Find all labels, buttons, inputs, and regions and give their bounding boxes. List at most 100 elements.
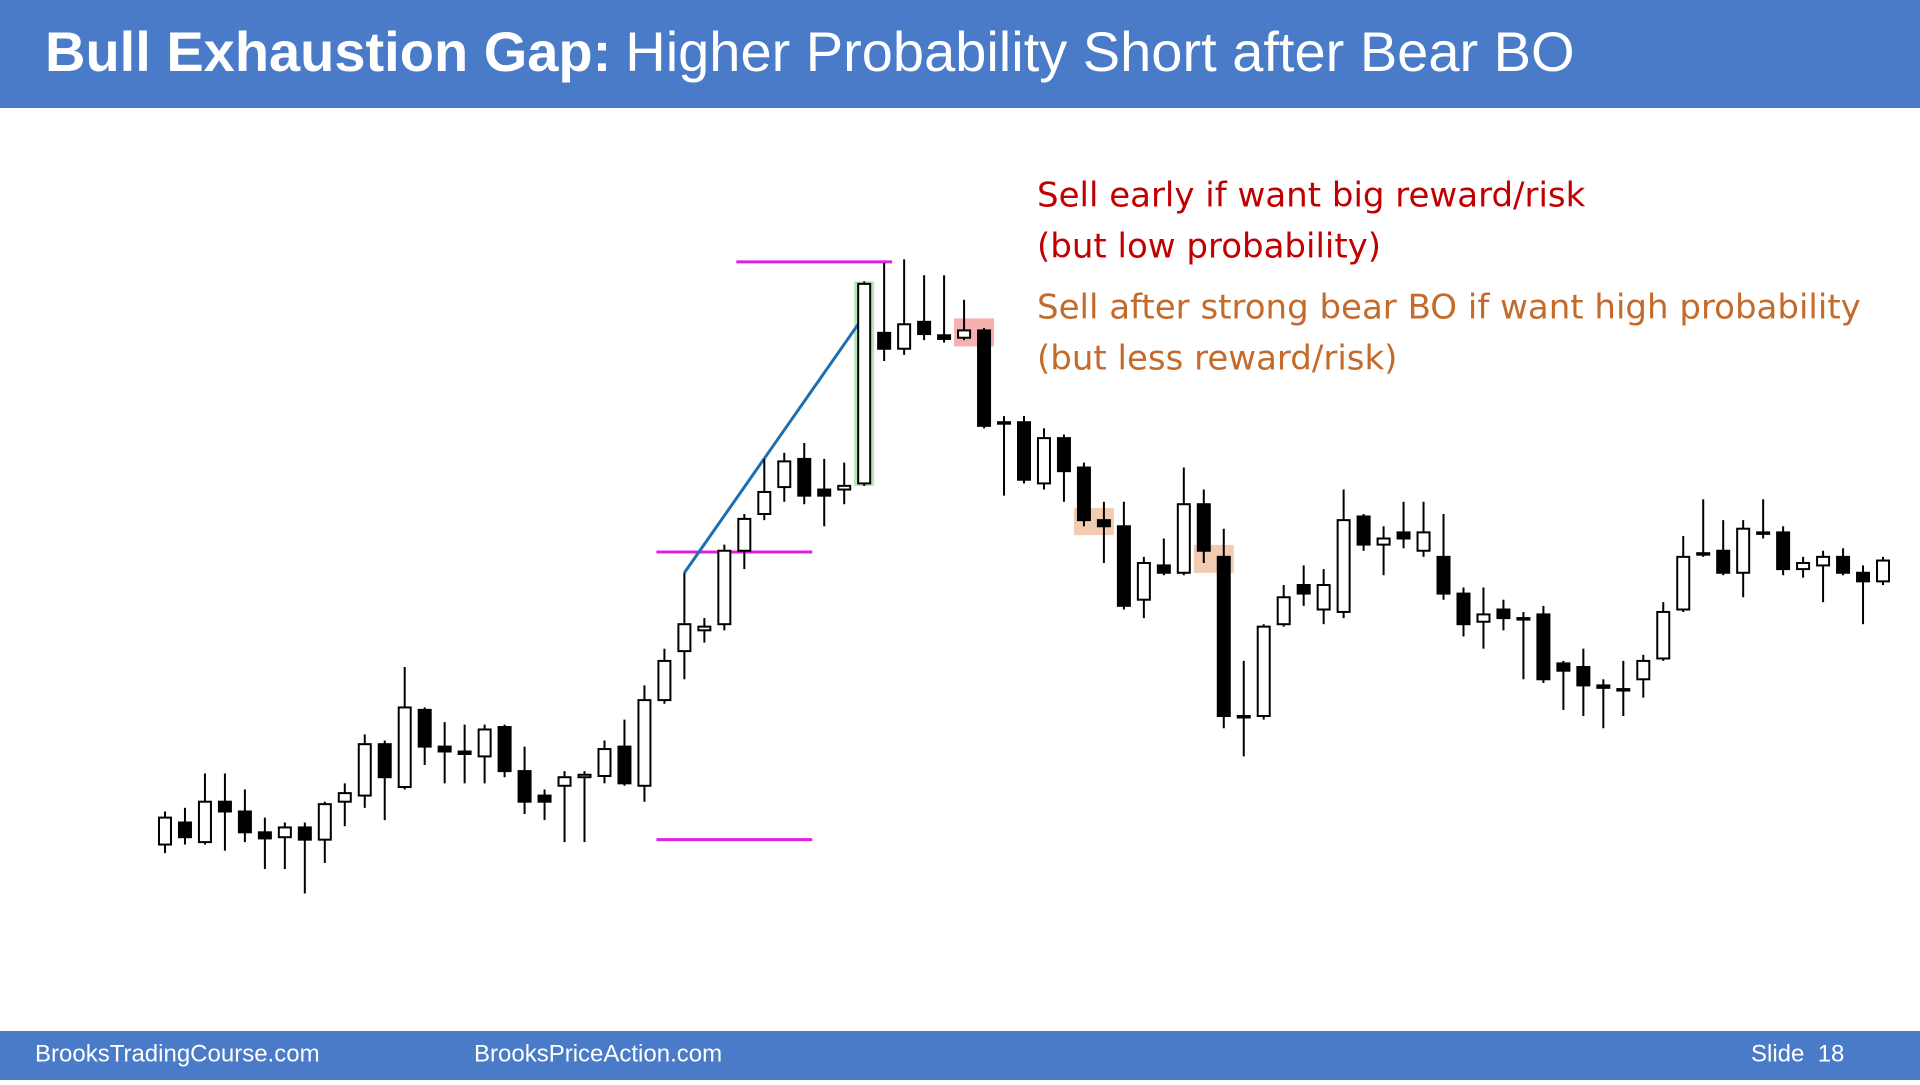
- candle-body: [1476, 613, 1491, 623]
- annotation: Sell early if want big reward/risk: [1037, 176, 1586, 216]
- footer-bar: [0, 1031, 1920, 1080]
- candle-body: [1776, 531, 1791, 571]
- candle-body: [1676, 555, 1691, 611]
- candle-body: [1856, 571, 1871, 583]
- candle-body: [197, 800, 212, 844]
- candle-body: [1136, 561, 1151, 601]
- slide-number: Slide 18: [1751, 1040, 1844, 1067]
- candle-body: [977, 329, 992, 427]
- candle-body: [1816, 555, 1831, 567]
- candle-body: [1456, 592, 1471, 626]
- candle-body: [1536, 613, 1551, 681]
- candle-body: [1356, 515, 1371, 546]
- candle-body: [1696, 552, 1711, 556]
- candle-body: [1276, 596, 1291, 626]
- candle-body: [217, 800, 232, 813]
- candle-body: [1076, 466, 1091, 522]
- candle-body: [857, 282, 872, 485]
- candle-body: [1836, 555, 1851, 574]
- candle-body: [1176, 503, 1191, 574]
- candle-body: [257, 831, 272, 840]
- candle-body: [1036, 437, 1051, 485]
- candle-body: [1496, 608, 1511, 620]
- candle-body: [1376, 537, 1391, 546]
- candle-body: [537, 794, 552, 803]
- candle-body: [1876, 559, 1891, 583]
- candle-body: [1336, 519, 1351, 613]
- candle-body: [397, 706, 412, 789]
- candle-body: [1576, 666, 1591, 687]
- candle-body: [1296, 584, 1311, 595]
- candle-body: [497, 726, 512, 773]
- candle-body: [1636, 659, 1651, 681]
- candle-body: [1416, 531, 1431, 552]
- candle-body: [957, 329, 972, 339]
- candle-body: [597, 748, 612, 777]
- candle-body: [1017, 421, 1031, 481]
- candle-body: [1116, 525, 1131, 607]
- candle-body: [1756, 531, 1771, 535]
- header-bar: [0, 0, 1920, 108]
- candle-body: [317, 803, 332, 841]
- candle-body: [1436, 555, 1451, 595]
- trend-line: [683, 314, 866, 574]
- candle-body: [577, 773, 592, 779]
- candle-body: [417, 708, 432, 748]
- candle-body: [997, 421, 1012, 425]
- candle-body: [1716, 549, 1731, 574]
- candle-body: [837, 484, 852, 491]
- chart: Sell early if want big reward/risk (but l…: [157, 176, 1891, 894]
- candle-body: [1256, 625, 1271, 718]
- candle-body: [677, 623, 692, 653]
- candle-body: [937, 334, 952, 340]
- candle-body: [1596, 684, 1611, 689]
- candle-body: [1156, 564, 1171, 574]
- candle-body: [1616, 688, 1631, 692]
- candle-body: [237, 810, 252, 834]
- candle-body: [1316, 584, 1331, 611]
- candle-body: [277, 826, 292, 839]
- candle-body: [1656, 610, 1671, 660]
- candle-body: [457, 750, 472, 755]
- title-rest: Higher Probability Short after Bear BO: [625, 20, 1574, 83]
- candle-body: [657, 659, 672, 702]
- footer-left: BrooksTradingCourse.com: [35, 1040, 320, 1067]
- candle-body: [1196, 503, 1211, 552]
- candle-body: [157, 816, 172, 846]
- candle-body: [617, 745, 632, 785]
- candle-body: [757, 490, 772, 516]
- annotation: (but less reward/risk): [1037, 339, 1397, 379]
- candle-body: [177, 821, 192, 839]
- candle-body: [1556, 662, 1571, 672]
- candle-body: [637, 699, 652, 787]
- candle-body: [517, 770, 532, 803]
- candle-body: [477, 728, 492, 758]
- annotation: (but low probability): [1037, 227, 1381, 267]
- candle-body: [557, 776, 572, 787]
- candle-body: [697, 625, 712, 632]
- candle-body: [917, 320, 932, 336]
- annotation: Sell after strong bear BO if want high p…: [1037, 288, 1861, 328]
- candle-body: [1056, 437, 1071, 473]
- footer-middle: BrooksPriceAction.com: [474, 1040, 722, 1067]
- candle-body: [1396, 531, 1411, 540]
- candle-body: [377, 743, 392, 779]
- candle-body: [1736, 527, 1751, 574]
- candle-body: [797, 457, 812, 497]
- candle-body: [437, 745, 452, 753]
- candle-body: [297, 826, 312, 841]
- candle-body: [817, 488, 832, 497]
- candle-body: [877, 331, 892, 350]
- candle-body: [1516, 617, 1531, 621]
- candle-body: [1796, 561, 1811, 571]
- candle-body: [737, 517, 752, 552]
- slide-title: Bull Exhaustion Gap: Higher Probability S…: [45, 20, 1575, 83]
- title-bold: Bull Exhaustion Gap:: [45, 20, 611, 83]
- candle-body: [897, 323, 912, 350]
- candle-body: [337, 792, 352, 803]
- candle-body: [1216, 555, 1231, 718]
- candle-body: [357, 743, 372, 797]
- candle-body: [1096, 519, 1111, 528]
